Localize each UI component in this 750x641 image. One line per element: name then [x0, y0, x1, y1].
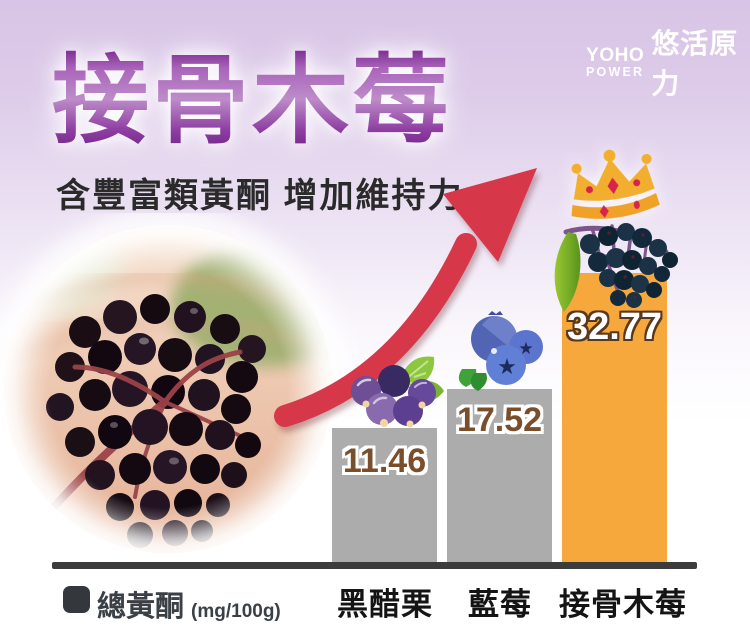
legend-label: 總黃酮: [97, 591, 185, 623]
bar-blackcurrant: 11.46: [332, 428, 437, 564]
x-axis-line: [52, 562, 697, 569]
legend-unit: (mg/100g): [191, 601, 281, 622]
bunch-berries: [580, 223, 678, 308]
category-label-elderberry: 接骨木莓: [559, 587, 687, 622]
legend: 總黃酮 (mg/100g): [63, 583, 281, 625]
logo-brand-name: 悠活原力: [651, 28, 739, 99]
bar-value-blackcurrant: 11.46: [342, 442, 427, 480]
elderberry-photo: [0, 213, 347, 568]
arrow-up-icon: [274, 168, 537, 427]
logo-line1: YOHO: [586, 44, 645, 66]
logo-wordmark: YOHO POWER: [586, 46, 644, 79]
bunch-leaf: [554, 232, 581, 312]
crown-icon: [571, 149, 660, 219]
page-subtitle: 含豐富類黃酮 增加維持力: [56, 177, 464, 215]
page-title: 接骨木莓: [52, 46, 452, 155]
yoho-power-logo: YOHO POWER 悠活原力: [586, 22, 750, 102]
blackcurrant-icon: [351, 356, 444, 428]
svg-text:★: ★: [518, 339, 533, 358]
blueberry-leaf: [458, 369, 487, 391]
bar-elderberry: 32.77: [562, 273, 667, 564]
svg-text:★: ★: [497, 354, 517, 379]
blueberry-berries: ★ ★: [471, 311, 543, 385]
logo-line2: POWER: [586, 64, 645, 79]
blueberry-icon: ★ ★: [458, 311, 543, 391]
category-label-blackcurrant: 黑醋栗: [337, 587, 433, 622]
category-label-blueberry: 藍莓: [468, 587, 532, 622]
bar-value-elderberry: 32.77: [566, 306, 663, 348]
legend-swatch: [63, 586, 90, 613]
bar-blueberry: 17.52: [447, 389, 552, 564]
bar-value-blueberry: 17.52: [456, 401, 543, 439]
elderberry-bunch-icon: [554, 223, 678, 312]
blackcurrant-berries: [351, 365, 436, 428]
